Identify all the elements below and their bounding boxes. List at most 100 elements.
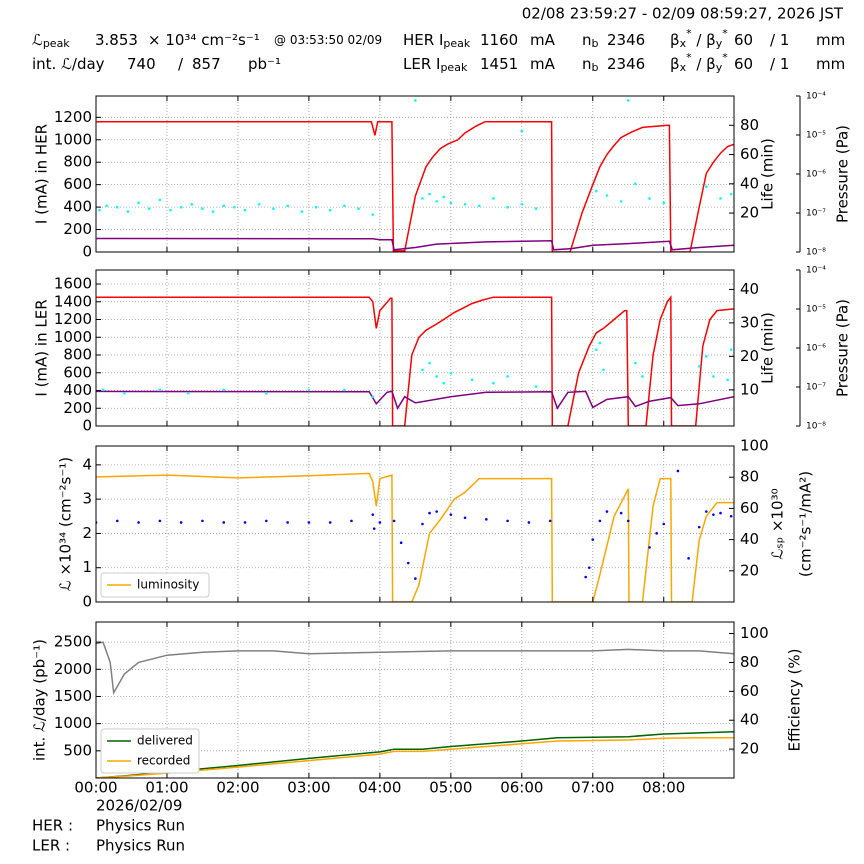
header-text: peak (43, 37, 70, 50)
data-point (648, 546, 651, 549)
y2-tick-label: 40 (740, 711, 759, 729)
header-field: 857 (192, 55, 221, 73)
data-point (300, 210, 304, 213)
data-point (719, 197, 722, 200)
series-group (96, 99, 734, 252)
y-tick-label: 400 (63, 198, 92, 216)
header-text: HER I (403, 31, 443, 49)
plot-frame (95, 269, 735, 427)
data-point (421, 368, 424, 372)
data-point (435, 510, 438, 513)
data-line (96, 472, 734, 602)
data-point (137, 201, 140, 205)
footer-text: Physics Run (96, 817, 185, 835)
data-point (587, 566, 591, 569)
y2-axis-label: Efficiency (%) (786, 649, 804, 752)
header-field: LER Ipeak (403, 55, 468, 75)
data-point (414, 99, 417, 102)
data-point (602, 368, 605, 372)
y-tick-label: 0 (82, 593, 92, 611)
data-point (598, 519, 602, 523)
data-point (584, 575, 587, 579)
header-text: y (716, 37, 723, 50)
data-point (726, 378, 729, 382)
header-text: 857 (192, 55, 221, 73)
y3-tick-label: 10⁻⁸ (806, 248, 826, 258)
y-tick-label: 3 (82, 490, 92, 508)
header-text: * (686, 51, 692, 64)
data-point (350, 519, 353, 523)
header-field: 60 (734, 55, 753, 73)
y3-tick-label: 10⁻⁴ (806, 92, 826, 102)
series-group (96, 641, 734, 778)
data-point (729, 348, 733, 351)
data-point (179, 205, 183, 209)
header-field: βx* / βy* (670, 27, 728, 50)
data-point (123, 391, 126, 395)
data-point (158, 388, 162, 392)
y3-tick-label: 10⁻⁸ (806, 422, 826, 432)
data-point (115, 205, 119, 209)
header-text: n (582, 31, 592, 49)
data-point (634, 182, 637, 186)
y-tick-label: 1600 (54, 275, 92, 293)
data-point (729, 192, 733, 196)
footer-text: Physics Run (96, 837, 185, 855)
legend-box (100, 572, 210, 598)
data-point (179, 521, 183, 524)
header-text: / 1 (770, 55, 789, 73)
x-tick-label: 03:00 (287, 779, 330, 797)
header-text: b (592, 37, 599, 50)
data-point (399, 541, 403, 545)
y3-tick-label: 10⁻⁵ (806, 131, 826, 141)
data-point (435, 375, 438, 378)
data-point (463, 202, 467, 206)
header-field: mA (530, 31, 556, 49)
data-point (506, 205, 509, 209)
y2-tick-label: 60 (740, 682, 759, 700)
data-point (662, 522, 666, 526)
y-axis-label: I (mA) in HER (33, 124, 51, 224)
data-point (534, 207, 538, 210)
header-field: @ 03:53:50 02/09 (274, 33, 382, 47)
footer-text: HER : (32, 817, 73, 835)
y2-tick-label: 100 (740, 624, 769, 642)
x-tick-label: 05:00 (429, 779, 472, 797)
series-group (96, 469, 734, 602)
panel: 0 1 2 3 4 20 40 60 80 100 ℒ ×10³⁴ (cm⁻²s⁻¹) ℒₛₚ ×10… (57, 437, 815, 611)
data-point (477, 204, 481, 208)
data-point (222, 521, 226, 524)
data-point (243, 521, 247, 524)
data-point (435, 200, 438, 203)
legend-label: luminosity (137, 578, 199, 592)
series-group (96, 295, 734, 426)
data-point (201, 207, 204, 210)
data-point (506, 519, 509, 523)
header-text: n (582, 55, 592, 73)
y2-tick-label: 40 (740, 174, 759, 192)
data-point (485, 518, 488, 521)
data-point (492, 197, 495, 200)
page-title: 02/08 23:59:27 - 02/09 08:59:27, 2026 JS… (522, 5, 844, 23)
header-text: mm (816, 31, 845, 49)
header-field: 2346 (607, 55, 645, 73)
x-tick-label: 08:00 (642, 779, 685, 797)
data-point (492, 381, 495, 385)
y-tick-label: 800 (63, 153, 92, 171)
y2-tick-label: 20 (740, 204, 759, 222)
header-field: / 1 (770, 31, 789, 49)
y2-tick-label: 20 (740, 561, 759, 579)
header-field: βx* / βy* (670, 51, 728, 74)
x-tick-label: 00:00 (74, 779, 117, 797)
y-axis-label: I (mA) in LER (33, 299, 51, 396)
header-text: / β (692, 31, 716, 49)
plot-frame (95, 95, 735, 253)
legend-box (100, 728, 200, 774)
y-axis-label: int. ℒ/day (pb⁻¹) (31, 639, 49, 761)
data-line (96, 237, 734, 251)
header-text: / β (692, 55, 716, 73)
header-field: / (178, 55, 184, 73)
header-field: mm (816, 55, 845, 73)
plot-frame (95, 621, 735, 779)
data-point (619, 511, 623, 515)
